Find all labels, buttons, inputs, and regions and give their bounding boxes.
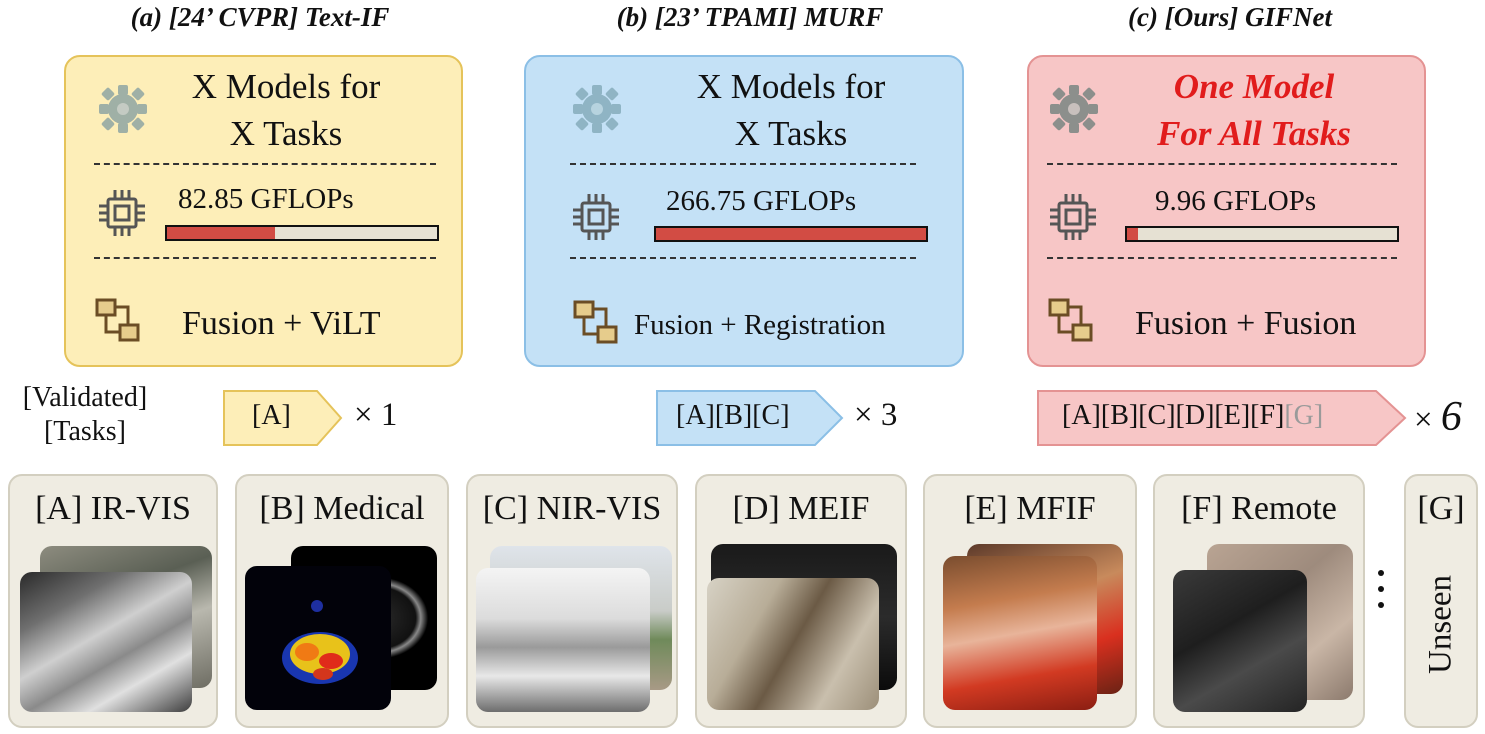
- gflops-label: 82.85 GFLOPs: [178, 183, 354, 215]
- validated-line-1: [Validated]: [22, 382, 148, 413]
- chip-icon: [570, 191, 622, 243]
- divider: [570, 257, 916, 259]
- thumbnail-front: [245, 566, 391, 710]
- tasks-count-a: × 1: [354, 397, 398, 433]
- divider: [94, 163, 436, 165]
- panel-label: [G]: [1417, 490, 1465, 527]
- title-murf: (b) [23’ TPAMI] MURF: [616, 2, 884, 32]
- thumbnail-front: [707, 578, 879, 710]
- thumbnail-front: [476, 568, 650, 712]
- gflops-bar: [165, 225, 439, 241]
- tasks-count-c: × 6: [1414, 393, 1462, 441]
- gflops-bar-fill: [1127, 228, 1138, 240]
- panel-mfif: [E] MFIF: [923, 474, 1137, 728]
- models-line-1: X Models for: [696, 67, 886, 106]
- flow-icon: [572, 299, 620, 347]
- task-label: Fusion + ViLT: [182, 305, 381, 342]
- panel-ir-vis: [A] IR-VIS: [8, 474, 218, 728]
- tag-label-a: [A]: [252, 400, 291, 431]
- models-text: X Models for X Tasks: [166, 63, 406, 157]
- panel-medical: [B] Medical: [235, 474, 449, 728]
- card-text-if: X Models for X Tasks 82.85 GFLOPs Fusion…: [64, 55, 463, 367]
- gflops-bar-fill: [167, 227, 275, 239]
- task-label: Fusion + Registration: [634, 309, 886, 341]
- gear-icon: [1047, 82, 1101, 136]
- panel-label: [B] Medical: [259, 490, 425, 527]
- flow-icon: [1047, 297, 1095, 345]
- panel-remote: [F] Remote: [1153, 474, 1365, 728]
- title-gifnet: (c) [Ours] GIFNet: [1128, 2, 1332, 32]
- chip-icon: [96, 187, 148, 239]
- models-text: X Models for X Tasks: [666, 63, 916, 157]
- gear-icon: [570, 82, 624, 136]
- models-line-2: X Tasks: [229, 114, 343, 153]
- gflops-bar: [654, 226, 928, 242]
- gflops-bar-fill: [656, 228, 926, 240]
- divider: [94, 257, 436, 259]
- card-murf: X Models for X Tasks 266.75 GFLOPs Fusio…: [524, 55, 964, 367]
- panel-label: [D] MEIF: [732, 490, 870, 527]
- tasks-count-b: × 3: [854, 397, 898, 433]
- gflops-label: 266.75 GFLOPs: [666, 185, 857, 217]
- validated-line-2: [Tasks]: [43, 416, 127, 447]
- card-gifnet: One Model For All Tasks 9.96 GFLOPs Fusi…: [1027, 55, 1426, 367]
- panel-label: [A] IR-VIS: [35, 490, 191, 527]
- times-symbol: ×: [1414, 402, 1433, 438]
- vertical-ellipsis: [1378, 570, 1388, 608]
- chip-icon: [1047, 191, 1099, 243]
- panel-label: [C] NIR-VIS: [482, 490, 662, 527]
- tag-arrow-b: [656, 390, 844, 446]
- title-text-if: (a) [24’ CVPR] Text-IF: [130, 2, 390, 32]
- thumbnail-front: [20, 572, 192, 712]
- panel-label: [E] MFIF: [964, 490, 1096, 527]
- panel-label: [F] Remote: [1181, 490, 1337, 527]
- gflops-bar: [1125, 226, 1399, 242]
- gear-icon: [96, 82, 150, 136]
- validated-tasks-label: [Validated] [Tasks]: [10, 381, 160, 449]
- models-line-2: For All Tasks: [1157, 114, 1351, 153]
- panel-nir-vis: [C] NIR-VIS: [466, 474, 678, 728]
- models-text: One Model For All Tasks: [1129, 63, 1379, 157]
- tag-label-unseen: [G]: [1284, 400, 1324, 431]
- models-line-1: X Models for: [191, 67, 381, 106]
- unseen-text: Unseen: [1422, 575, 1459, 674]
- divider: [1047, 163, 1397, 165]
- divider: [1047, 257, 1397, 259]
- models-line-2: X Tasks: [734, 114, 848, 153]
- tag-label-seen: [A][B][C][D][E][F]: [1062, 400, 1285, 431]
- gflops-label: 9.96 GFLOPs: [1155, 185, 1317, 217]
- times-value: 6: [1440, 394, 1462, 440]
- tag-label-b: [A][B][C]: [676, 400, 790, 431]
- tag-label-c: [A][B][C][D][E][F][G]: [1062, 400, 1323, 432]
- thumbnail-front: [943, 556, 1097, 710]
- tag-arrow-a: [223, 390, 343, 446]
- task-label: Fusion + Fusion: [1135, 305, 1357, 342]
- thumbnail-front: [1173, 570, 1307, 712]
- models-line-1: One Model: [1173, 67, 1335, 106]
- divider: [570, 163, 916, 165]
- panel-meif: [D] MEIF: [695, 474, 907, 728]
- panel-unseen: [G] Unseen: [1404, 474, 1478, 728]
- flow-icon: [94, 297, 142, 345]
- tag-arrow-c: [1037, 390, 1407, 446]
